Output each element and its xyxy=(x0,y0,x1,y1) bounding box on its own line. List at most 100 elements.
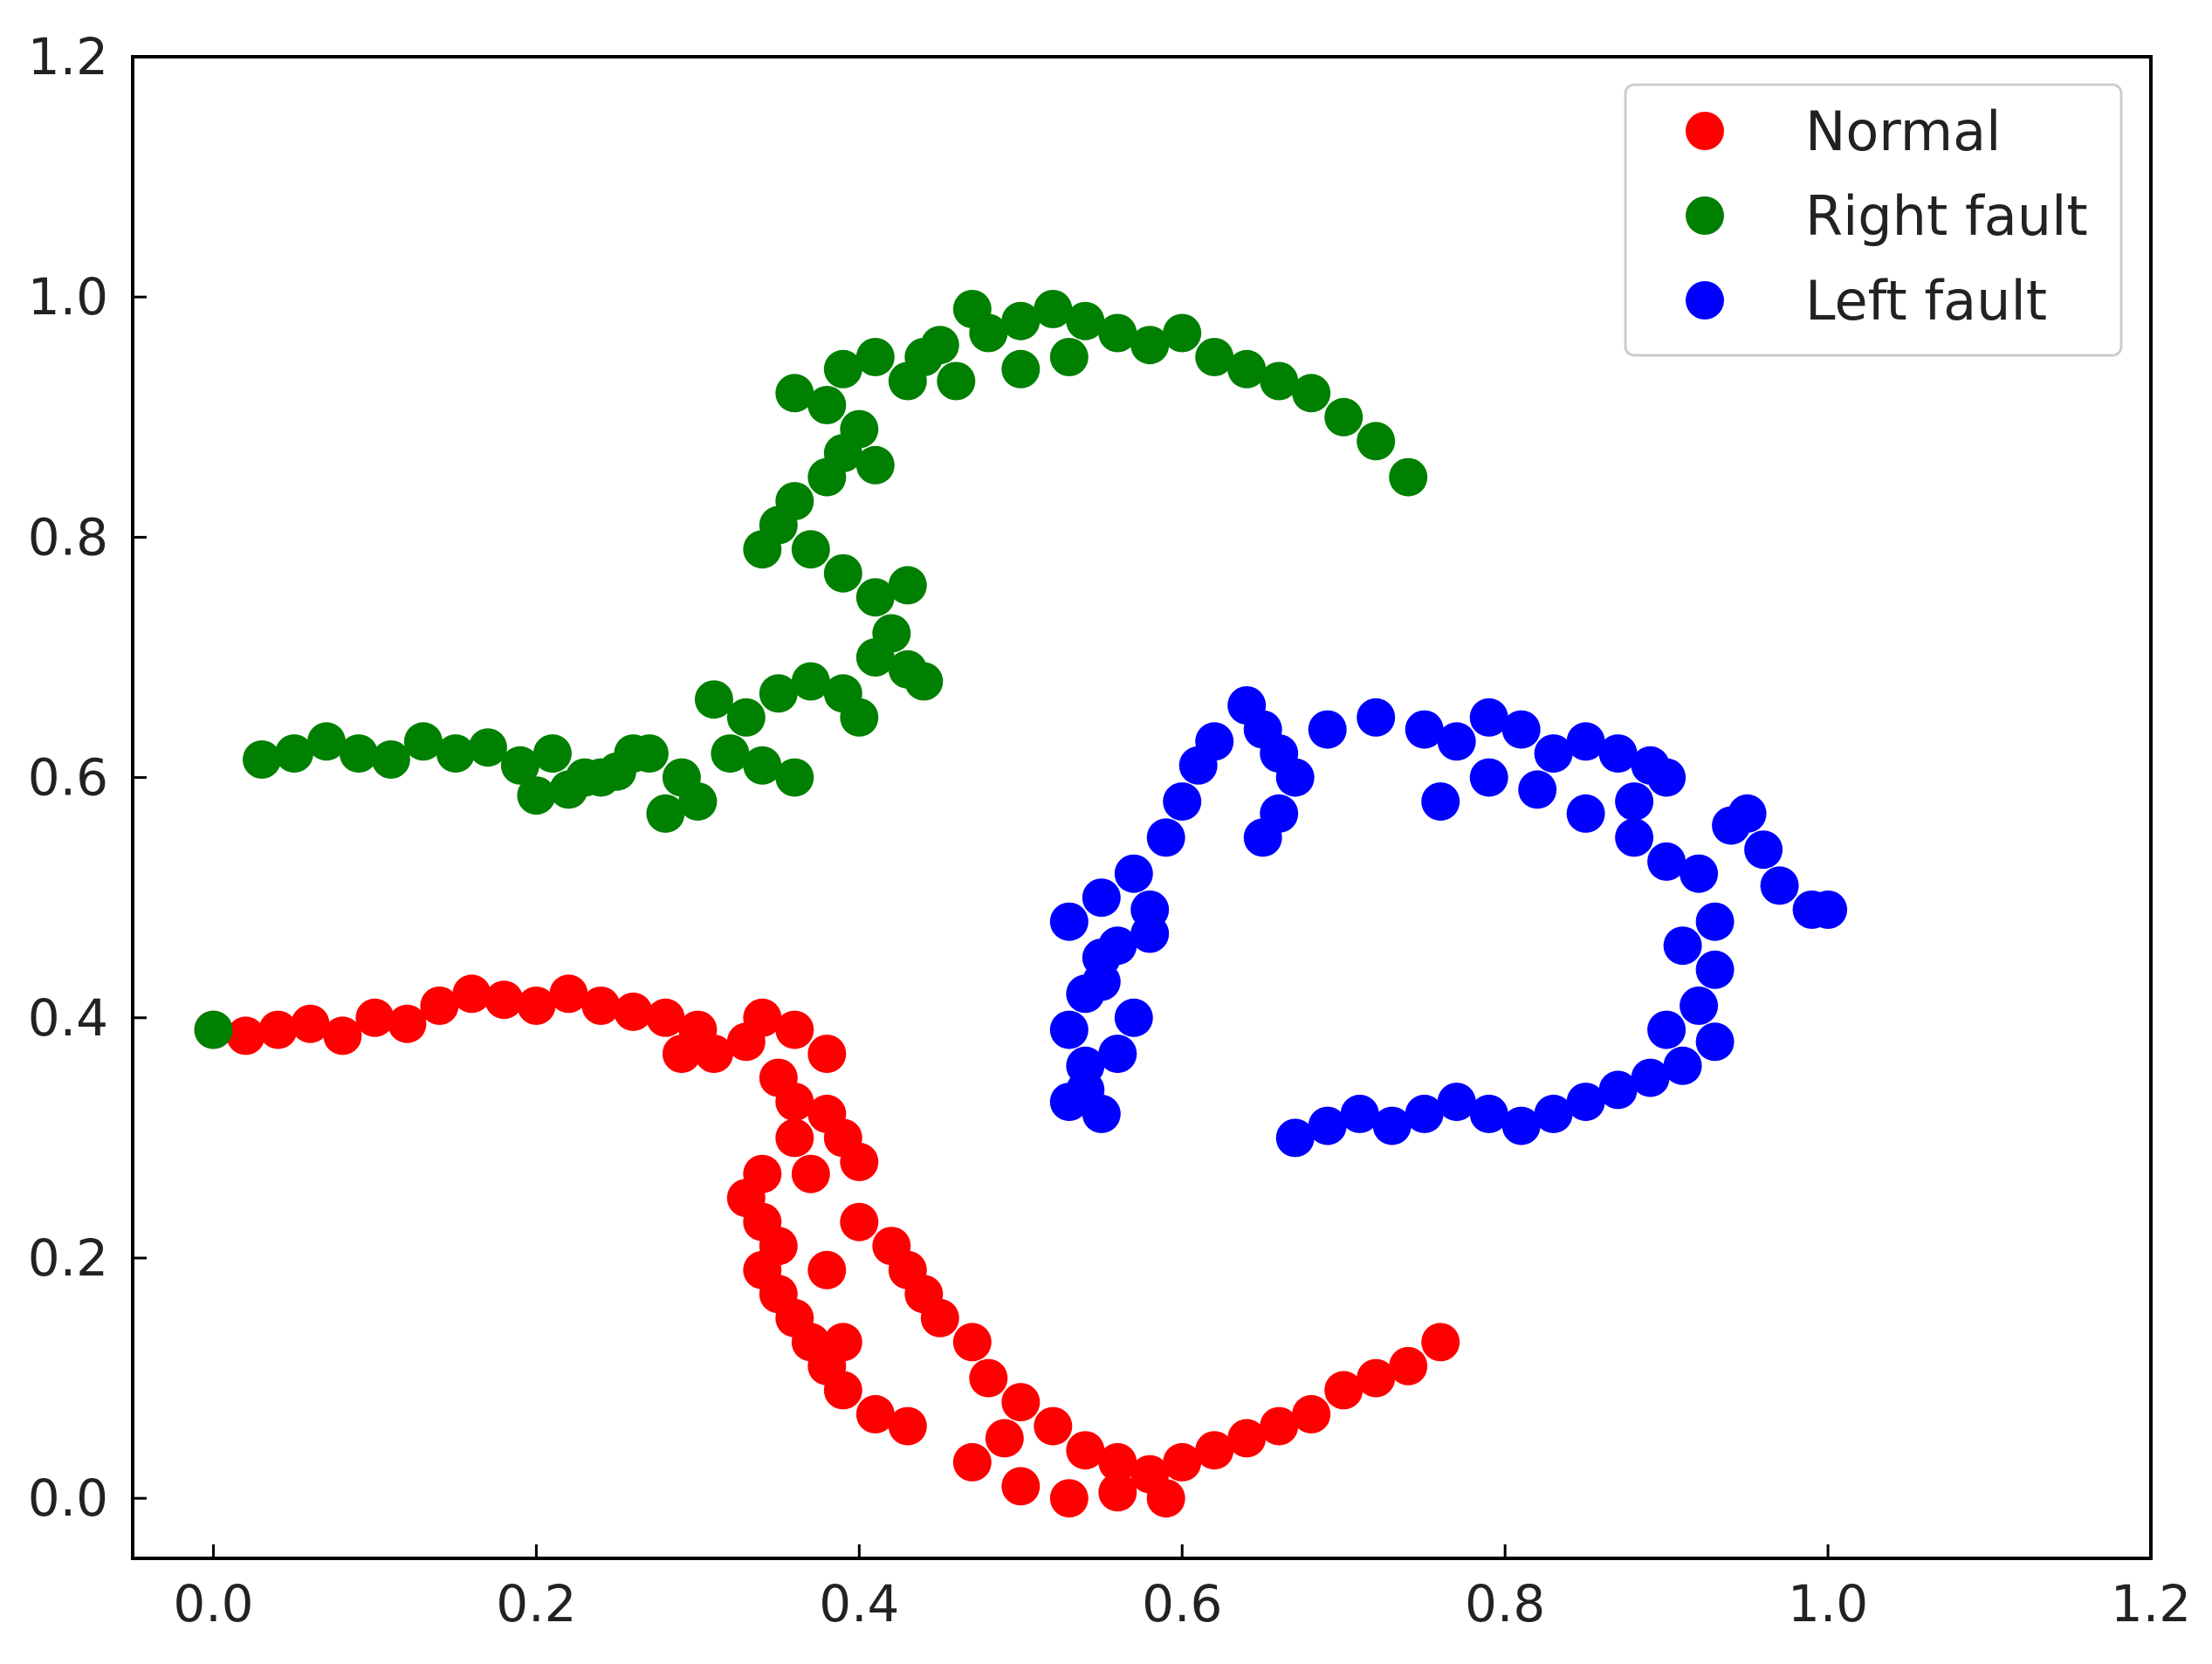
data-point xyxy=(1001,349,1041,388)
x-tick-label: 0.8 xyxy=(1465,1574,1545,1633)
y-tick-label: 0.4 xyxy=(28,988,108,1048)
data-point xyxy=(1566,1083,1605,1122)
data-point xyxy=(1130,914,1170,953)
data-point xyxy=(339,734,378,774)
data-point xyxy=(1260,361,1299,401)
data-point xyxy=(1518,770,1557,809)
data-point xyxy=(791,1154,830,1193)
data-point xyxy=(1195,338,1234,376)
data-point xyxy=(855,338,895,376)
data-point xyxy=(1340,1094,1379,1133)
data-point xyxy=(807,1035,847,1074)
data-point xyxy=(1001,1383,1041,1422)
series-2 xyxy=(1049,686,1848,1158)
data-point xyxy=(840,409,879,449)
data-point xyxy=(694,1035,733,1074)
y-tick-label: 1.2 xyxy=(28,27,108,86)
data-point xyxy=(226,1016,265,1055)
data-point xyxy=(1098,1442,1137,1482)
data-point xyxy=(581,987,621,1025)
legend-marker xyxy=(1686,281,1724,320)
data-point xyxy=(855,1394,895,1434)
x-tick-label: 1.0 xyxy=(1788,1574,1868,1633)
data-point xyxy=(855,445,895,485)
data-point xyxy=(711,734,750,774)
data-point xyxy=(1389,1346,1428,1386)
data-point xyxy=(1501,710,1541,749)
data-point xyxy=(920,1298,959,1337)
data-point xyxy=(888,566,927,605)
data-point xyxy=(1615,818,1654,857)
data-point xyxy=(1680,854,1719,893)
data-point xyxy=(952,1442,992,1482)
data-point xyxy=(1001,301,1041,340)
data-point xyxy=(775,1118,814,1158)
data-point xyxy=(1114,854,1153,893)
data-point xyxy=(1146,1479,1185,1518)
x-tick-label: 1.2 xyxy=(2111,1574,2191,1633)
data-point xyxy=(1098,926,1137,966)
data-point xyxy=(1324,1371,1364,1410)
points-layer xyxy=(194,290,1848,1518)
data-point xyxy=(1598,1070,1638,1110)
data-point xyxy=(1082,962,1121,1001)
data-point xyxy=(1566,794,1605,833)
data-point xyxy=(1034,1406,1073,1446)
data-point xyxy=(1663,926,1702,966)
y-tick-label: 0.2 xyxy=(28,1228,108,1288)
data-point xyxy=(1469,758,1508,797)
data-point xyxy=(1695,902,1735,941)
data-point xyxy=(920,326,959,365)
data-point xyxy=(1357,698,1396,737)
x-tick-label: 0.6 xyxy=(1142,1574,1222,1633)
legend-box xyxy=(1624,83,2123,357)
data-point xyxy=(452,974,491,1014)
data-point xyxy=(840,698,879,737)
data-point xyxy=(1195,722,1234,761)
series-1 xyxy=(194,290,1428,1049)
data-point xyxy=(1389,457,1428,497)
data-point xyxy=(243,740,281,779)
data-point xyxy=(888,1406,927,1446)
data-point xyxy=(807,1250,847,1289)
data-point xyxy=(1324,397,1364,437)
data-point xyxy=(517,776,556,815)
data-point xyxy=(1695,950,1735,989)
data-point xyxy=(662,1035,701,1074)
data-point xyxy=(840,1202,879,1241)
legend-entry: Right fault xyxy=(1686,184,2088,248)
data-point xyxy=(872,614,911,653)
x-tick-label: 0.2 xyxy=(496,1574,576,1633)
data-point xyxy=(855,578,895,617)
data-point xyxy=(743,530,782,569)
data-point xyxy=(1066,1431,1105,1470)
data-point xyxy=(1163,313,1202,353)
data-point xyxy=(1469,1094,1508,1133)
legend-label: Right fault xyxy=(1805,184,2088,248)
data-point xyxy=(1098,313,1137,353)
data-point xyxy=(985,1419,1024,1458)
data-point xyxy=(840,1142,879,1181)
data-point xyxy=(517,987,556,1025)
data-point xyxy=(1049,338,1089,376)
data-point xyxy=(1163,1442,1202,1482)
data-point xyxy=(1598,734,1638,774)
y-tick-label: 1.0 xyxy=(28,267,108,327)
data-point xyxy=(1260,1406,1299,1446)
legend-label: Left fault xyxy=(1805,269,2047,333)
data-point xyxy=(1001,1467,1041,1506)
data-point xyxy=(694,680,733,719)
data-point xyxy=(1437,722,1476,761)
data-point xyxy=(1227,1419,1267,1458)
y-tick-label: 0.6 xyxy=(28,748,108,808)
data-point xyxy=(1566,722,1605,761)
data-point xyxy=(743,998,782,1037)
x-tick-label: 0.0 xyxy=(173,1574,253,1633)
data-point xyxy=(1405,1094,1444,1133)
data-point xyxy=(1292,1394,1331,1434)
data-point xyxy=(1647,1010,1686,1049)
data-point xyxy=(1357,422,1396,461)
data-point xyxy=(775,1010,814,1049)
data-point xyxy=(823,1371,862,1410)
legend: Normal Right fault Left fault xyxy=(1624,83,2123,357)
